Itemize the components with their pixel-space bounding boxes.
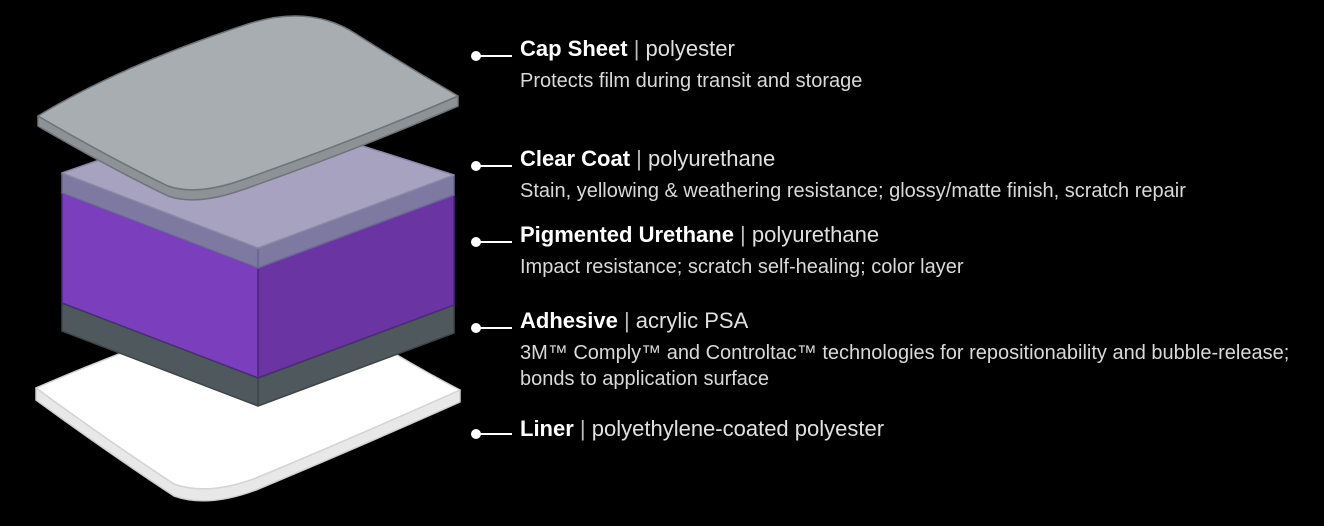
separator: | bbox=[628, 36, 646, 61]
layer-title: Cap Sheet bbox=[520, 36, 628, 61]
layer-title: Adhesive bbox=[520, 308, 618, 333]
label-title-clear: Clear Coat | polyurethane bbox=[520, 146, 1300, 172]
layer-desc: Impact resistance; scratch self-healing;… bbox=[520, 254, 1300, 280]
label-adhesive: Adhesive | acrylic PSA 3M™ Comply™ and Co… bbox=[520, 308, 1300, 392]
layer-title: Liner bbox=[520, 416, 574, 441]
separator: | bbox=[734, 222, 752, 247]
label-pigment: Pigmented Urethane | polyurethane Impact … bbox=[520, 222, 1300, 280]
label-title-pigment: Pigmented Urethane | polyurethane bbox=[520, 222, 1300, 248]
separator: | bbox=[630, 146, 648, 171]
label-title-liner: Liner | polyethylene-coated polyester bbox=[520, 416, 1300, 442]
leader-dot-clear bbox=[471, 161, 481, 171]
layer-material: polyethylene-coated polyester bbox=[592, 416, 884, 441]
layer-desc: Protects film during transit and storage bbox=[520, 68, 1300, 94]
layer-desc: 3M™ Comply™ and Controltac™ technologies… bbox=[520, 340, 1300, 392]
label-title-cap: Cap Sheet | polyester bbox=[520, 36, 1300, 62]
leader-dot-cap bbox=[471, 51, 481, 61]
layer-material: polyester bbox=[646, 36, 735, 61]
layer-material: polyurethane bbox=[648, 146, 775, 171]
layer-material: polyurethane bbox=[752, 222, 879, 247]
leader-dot-pigment bbox=[471, 237, 481, 247]
label-liner: Liner | polyethylene-coated polyester bbox=[520, 416, 1300, 442]
layer-title: Pigmented Urethane bbox=[520, 222, 734, 247]
separator: | bbox=[574, 416, 592, 441]
leader-dot-liner bbox=[471, 429, 481, 439]
label-clear: Clear Coat | polyurethane Stain, yellowin… bbox=[520, 146, 1300, 204]
leader-dot-adhesive bbox=[471, 323, 481, 333]
layer-title: Clear Coat bbox=[520, 146, 630, 171]
layer-desc: Stain, yellowing & weathering resistance… bbox=[520, 178, 1300, 204]
label-cap: Cap Sheet | polyester Protects film durin… bbox=[520, 36, 1300, 94]
separator: | bbox=[618, 308, 636, 333]
layer-material: acrylic PSA bbox=[636, 308, 748, 333]
label-title-adhesive: Adhesive | acrylic PSA bbox=[520, 308, 1300, 334]
